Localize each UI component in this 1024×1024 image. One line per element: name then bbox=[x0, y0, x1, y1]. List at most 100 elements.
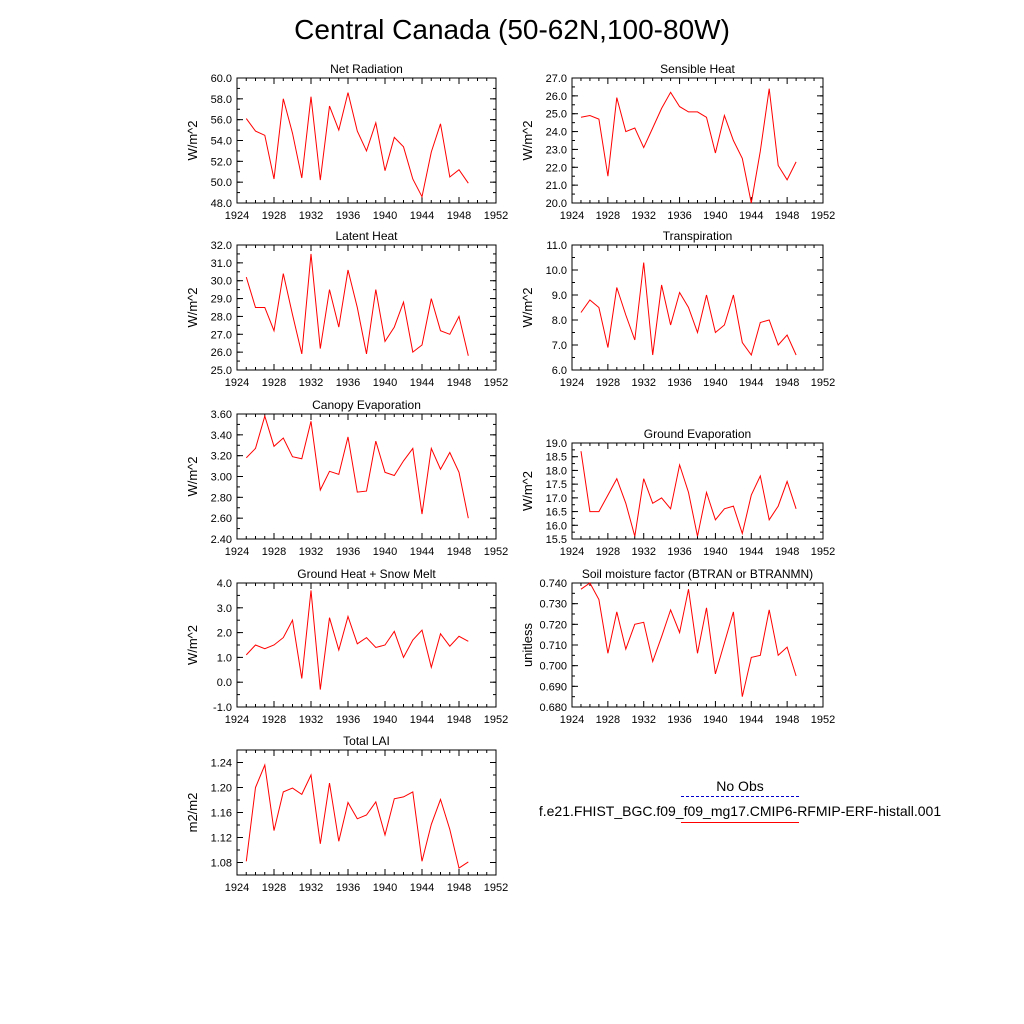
y-axis-label: unitless bbox=[520, 622, 535, 667]
x-tick-label: 1932 bbox=[299, 377, 323, 389]
x-tick-label: 1928 bbox=[262, 546, 286, 558]
chart-panel: Ground Evaporation W/m^2 1924 1928 1932 1936 1… bbox=[520, 427, 835, 558]
y-tick-label: 1.08 bbox=[211, 858, 232, 870]
x-tick-label: 1928 bbox=[262, 210, 286, 222]
x-tick-label: 1948 bbox=[447, 377, 471, 389]
y-tick-label: 0.690 bbox=[539, 681, 567, 693]
plot-frame bbox=[236, 582, 497, 708]
y-tick-label: 2.60 bbox=[211, 513, 232, 525]
y-tick-label: 3.40 bbox=[211, 430, 232, 442]
series-line bbox=[245, 414, 469, 519]
y-tick-label: 3.20 bbox=[211, 451, 232, 463]
panel-title: Ground Heat + Snow Melt bbox=[297, 567, 436, 581]
y-tick-label: -1.0 bbox=[213, 702, 232, 714]
plot-frame bbox=[571, 77, 824, 204]
y-tick-label: 25.0 bbox=[211, 365, 232, 377]
x-tick-label: 1928 bbox=[262, 377, 286, 389]
x-tick-label: 1944 bbox=[410, 546, 434, 558]
x-tick-label: 1944 bbox=[739, 714, 763, 726]
y-tick-label: 0.680 bbox=[539, 702, 567, 714]
y-tick-label: 52.0 bbox=[211, 156, 232, 168]
y-axis-label: W/m^2 bbox=[185, 456, 200, 496]
x-tick-label: 1924 bbox=[560, 546, 584, 558]
x-tick-label: 1944 bbox=[739, 546, 763, 558]
x-tick-label: 1936 bbox=[667, 210, 691, 222]
x-tick-label: 1932 bbox=[631, 377, 655, 389]
y-tick-label: 58.0 bbox=[211, 94, 232, 106]
x-tick-label: 1952 bbox=[484, 210, 508, 222]
y-tick-label: 16.0 bbox=[546, 520, 567, 532]
y-tick-label: 0.730 bbox=[539, 599, 567, 611]
y-tick-label: 2.80 bbox=[211, 492, 232, 504]
x-tick-label: 1928 bbox=[596, 714, 620, 726]
plot-frame bbox=[236, 77, 497, 204]
x-tick-label: 1948 bbox=[775, 714, 799, 726]
x-tick-label: 1940 bbox=[703, 210, 727, 222]
x-tick-label: 1932 bbox=[299, 882, 323, 894]
x-tick-label: 1936 bbox=[667, 546, 691, 558]
y-tick-label: 3.60 bbox=[211, 409, 232, 421]
x-tick-label: 1932 bbox=[631, 714, 655, 726]
y-tick-label: 3.0 bbox=[217, 603, 232, 615]
y-tick-label: 2.40 bbox=[211, 534, 232, 546]
x-tick-label: 1952 bbox=[484, 377, 508, 389]
panel-title: Sensible Heat bbox=[660, 62, 735, 76]
x-tick-label: 1924 bbox=[225, 210, 249, 222]
y-tick-label: 26.0 bbox=[546, 91, 567, 103]
x-tick-label: 1932 bbox=[299, 210, 323, 222]
y-tick-label: 2.0 bbox=[217, 628, 232, 640]
y-tick-label: 17.5 bbox=[546, 479, 567, 491]
y-tick-label: 6.0 bbox=[552, 365, 567, 377]
series-line bbox=[580, 262, 797, 357]
y-tick-label: 10.0 bbox=[546, 265, 567, 277]
x-tick-label: 1952 bbox=[811, 377, 835, 389]
x-tick-label: 1928 bbox=[596, 377, 620, 389]
x-tick-label: 1940 bbox=[703, 546, 727, 558]
x-tick-label: 1928 bbox=[262, 882, 286, 894]
x-tick-label: 1936 bbox=[336, 546, 360, 558]
x-tick-label: 1952 bbox=[484, 882, 508, 894]
chart-panel: Transpiration W/m^2 1924 1928 1932 1936 1940 19… bbox=[520, 229, 835, 389]
y-axis-label: W/m^2 bbox=[520, 471, 535, 511]
panel-title: Total LAI bbox=[343, 734, 390, 748]
y-tick-label: 27.0 bbox=[546, 73, 567, 85]
y-tick-label: 50.0 bbox=[211, 177, 232, 189]
legend-model-label: f.e21.FHIST_BGC.f09_f09_mg17.CMIP6-RFMIP… bbox=[538, 803, 942, 819]
chart-panel: Canopy Evaporation W/m^2 1924 1928 1932 1936 1… bbox=[185, 398, 508, 558]
plot-frame bbox=[571, 244, 824, 371]
y-tick-label: 29.0 bbox=[211, 294, 232, 306]
series-line bbox=[245, 92, 469, 199]
y-tick-label: 32.0 bbox=[211, 240, 232, 252]
y-tick-label: 15.5 bbox=[546, 534, 567, 546]
y-tick-label: 1.12 bbox=[211, 833, 232, 845]
x-tick-label: 1944 bbox=[410, 882, 434, 894]
y-tick-label: 1.0 bbox=[217, 652, 232, 664]
plot-frame bbox=[236, 413, 497, 540]
x-tick-label: 1936 bbox=[336, 882, 360, 894]
y-tick-label: 0.0 bbox=[217, 677, 232, 689]
y-tick-label: 18.5 bbox=[546, 452, 567, 464]
y-axis-label: W/m^2 bbox=[185, 625, 200, 665]
x-tick-label: 1948 bbox=[775, 210, 799, 222]
y-tick-label: 24.0 bbox=[546, 127, 567, 139]
x-tick-label: 1952 bbox=[811, 546, 835, 558]
x-tick-label: 1944 bbox=[410, 377, 434, 389]
legend-obs-label: No Obs bbox=[716, 778, 764, 794]
x-tick-label: 1932 bbox=[299, 714, 323, 726]
y-axis-label: W/m^2 bbox=[520, 120, 535, 160]
y-tick-label: 60.0 bbox=[211, 73, 232, 85]
x-tick-label: 1952 bbox=[811, 714, 835, 726]
chart-panel: Total LAI m2/m2 1924 1928 1932 1936 1940 1944 19… bbox=[185, 734, 508, 894]
panel-title: Canopy Evaporation bbox=[312, 398, 421, 412]
y-tick-label: 54.0 bbox=[211, 136, 232, 148]
y-tick-label: 9.0 bbox=[552, 290, 567, 302]
y-tick-label: 23.0 bbox=[546, 144, 567, 156]
x-tick-label: 1948 bbox=[447, 210, 471, 222]
x-tick-label: 1948 bbox=[447, 714, 471, 726]
chart-panel: Net Radiation W/m^2 1924 1928 1932 1936 1940 19… bbox=[185, 62, 508, 222]
x-tick-label: 1952 bbox=[484, 714, 508, 726]
x-tick-label: 1948 bbox=[447, 546, 471, 558]
y-tick-label: 0.710 bbox=[539, 640, 567, 652]
series-line bbox=[580, 88, 797, 204]
x-tick-label: 1936 bbox=[336, 377, 360, 389]
